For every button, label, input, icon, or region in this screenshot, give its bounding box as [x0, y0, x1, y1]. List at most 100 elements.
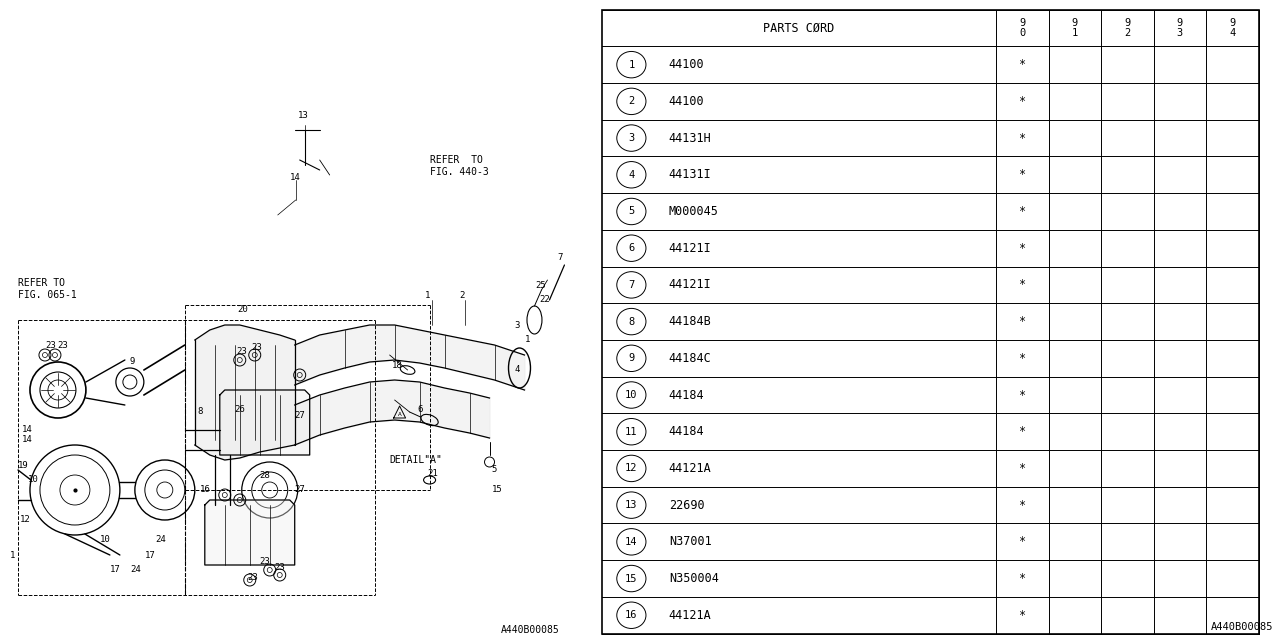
Text: 1: 1 [10, 550, 15, 559]
Text: DETAIL"A": DETAIL"A" [389, 455, 443, 465]
Text: 9: 9 [628, 353, 635, 364]
Text: 20: 20 [238, 305, 248, 314]
Text: REFER  TO
FIG. 440-3: REFER TO FIG. 440-3 [430, 155, 489, 177]
Text: 4: 4 [515, 365, 520, 374]
Text: 44121I: 44121I [669, 242, 712, 255]
Text: A440B00085: A440B00085 [500, 625, 559, 635]
Text: 15: 15 [625, 573, 637, 584]
Text: 26: 26 [234, 406, 246, 415]
Text: 23: 23 [45, 340, 56, 349]
Text: *: * [1019, 95, 1025, 108]
Text: N37001: N37001 [669, 535, 712, 548]
Text: 22690: 22690 [669, 499, 704, 511]
Text: 27: 27 [294, 410, 306, 419]
Text: *: * [1019, 572, 1025, 585]
Text: 9
0: 9 0 [1019, 18, 1025, 38]
Text: 28: 28 [260, 470, 270, 479]
Text: *: * [1019, 535, 1025, 548]
Text: 9: 9 [129, 358, 136, 367]
Text: 10: 10 [625, 390, 637, 400]
Polygon shape [205, 500, 294, 565]
Text: *: * [1019, 58, 1025, 71]
Text: 13: 13 [298, 111, 308, 120]
Text: 13: 13 [625, 500, 637, 510]
Text: 2: 2 [460, 291, 465, 300]
Text: 15: 15 [492, 486, 502, 495]
Text: 27: 27 [294, 486, 306, 495]
Text: *: * [1019, 388, 1025, 401]
Text: 10: 10 [100, 536, 110, 545]
Text: 44100: 44100 [669, 95, 704, 108]
Text: A: A [398, 412, 402, 417]
Text: 23: 23 [275, 563, 285, 573]
Text: 1: 1 [425, 291, 430, 300]
Text: *: * [1019, 425, 1025, 438]
Text: 3: 3 [515, 321, 520, 330]
Text: 14: 14 [22, 435, 33, 445]
Text: 44184C: 44184C [669, 352, 712, 365]
Text: 17: 17 [110, 566, 120, 575]
Text: A440B00085: A440B00085 [1211, 622, 1274, 632]
Text: 16: 16 [200, 486, 210, 495]
Text: 44100: 44100 [669, 58, 704, 71]
Text: 8: 8 [628, 317, 635, 326]
Text: 18: 18 [392, 360, 402, 369]
Text: 14: 14 [625, 537, 637, 547]
Text: PARTS CØRD: PARTS CØRD [763, 22, 835, 35]
Text: *: * [1019, 242, 1025, 255]
Text: M000045: M000045 [669, 205, 718, 218]
Text: 9
3: 9 3 [1176, 18, 1183, 38]
Text: 5: 5 [492, 465, 497, 474]
Text: 44131I: 44131I [669, 168, 712, 181]
Text: *: * [1019, 278, 1025, 291]
Text: 22: 22 [539, 296, 550, 305]
Text: N350004: N350004 [669, 572, 718, 585]
Text: 23: 23 [252, 344, 262, 353]
Text: 12: 12 [625, 463, 637, 474]
Text: 14: 14 [22, 426, 33, 435]
Text: 24: 24 [129, 566, 141, 575]
Text: 7: 7 [628, 280, 635, 290]
Text: *: * [1019, 499, 1025, 511]
Text: 6: 6 [417, 406, 422, 415]
Text: 44184: 44184 [669, 425, 704, 438]
Text: 11: 11 [625, 427, 637, 436]
Text: 44121A: 44121A [669, 462, 712, 475]
Text: 23: 23 [56, 340, 68, 349]
Text: *: * [1019, 168, 1025, 181]
Text: *: * [1019, 609, 1025, 621]
Text: 1: 1 [628, 60, 635, 70]
Text: 44184B: 44184B [669, 315, 712, 328]
Text: 6: 6 [628, 243, 635, 253]
Text: 8: 8 [198, 408, 204, 417]
Text: REFER TO
FIG. 065-1: REFER TO FIG. 065-1 [18, 278, 77, 300]
Text: 23: 23 [237, 348, 247, 356]
Text: 7: 7 [558, 253, 563, 262]
Polygon shape [220, 390, 310, 455]
Text: *: * [1019, 462, 1025, 475]
Text: 23: 23 [248, 573, 259, 582]
Text: 4: 4 [628, 170, 635, 180]
Text: *: * [1019, 205, 1025, 218]
Text: 1: 1 [525, 335, 530, 344]
Text: 3: 3 [628, 133, 635, 143]
Text: 14: 14 [289, 173, 301, 182]
Text: 5: 5 [628, 207, 635, 216]
Text: 23: 23 [260, 557, 270, 566]
Text: *: * [1019, 132, 1025, 145]
Text: 9
4: 9 4 [1229, 18, 1235, 38]
Text: 16: 16 [625, 611, 637, 620]
Text: *: * [1019, 352, 1025, 365]
Text: 17: 17 [145, 550, 156, 559]
Text: 9
2: 9 2 [1124, 18, 1130, 38]
Text: 2: 2 [628, 97, 635, 106]
Text: 21: 21 [428, 468, 438, 477]
Text: 44121I: 44121I [669, 278, 712, 291]
Text: 44184: 44184 [669, 388, 704, 401]
Text: *: * [1019, 315, 1025, 328]
Text: 44121A: 44121A [669, 609, 712, 621]
Text: 9
1: 9 1 [1071, 18, 1078, 38]
Text: 25: 25 [535, 280, 547, 289]
Text: 44131H: 44131H [669, 132, 712, 145]
Text: 24: 24 [155, 536, 165, 545]
